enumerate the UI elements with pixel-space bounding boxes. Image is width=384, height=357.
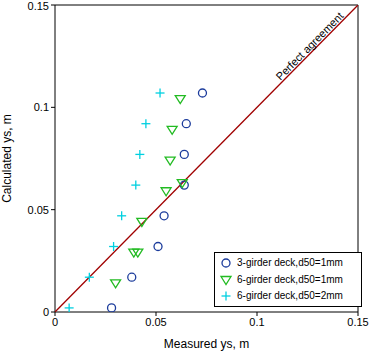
svg-text:0.15: 0.15 [28, 0, 49, 12]
svg-text:0.15: 0.15 [347, 316, 368, 328]
svg-text:0: 0 [52, 316, 58, 328]
svg-text:0: 0 [43, 306, 49, 318]
html-text:6-girder deck,d50=2mm: 6-girder deck,d50=2mm [237, 290, 343, 302]
svg-text:Perfect agreement: Perfect agreement [273, 10, 345, 83]
svg-text:0.1: 0.1 [34, 101, 49, 113]
svg-text:Measured ys, m: Measured ys, m [164, 337, 249, 351]
svg-text:0.1: 0.1 [249, 316, 264, 328]
html-text:6-girder deck,d50=1mm: 6-girder deck,d50=1mm [237, 273, 343, 285]
svg-text:0.05: 0.05 [28, 204, 49, 216]
html-text:3-girder deck,d50=1mm: 3-girder deck,d50=1mm [237, 257, 343, 269]
svg-text:0.05: 0.05 [145, 316, 166, 328]
svg-text:Calculated ys, m: Calculated ys, m [8, 114, 14, 203]
